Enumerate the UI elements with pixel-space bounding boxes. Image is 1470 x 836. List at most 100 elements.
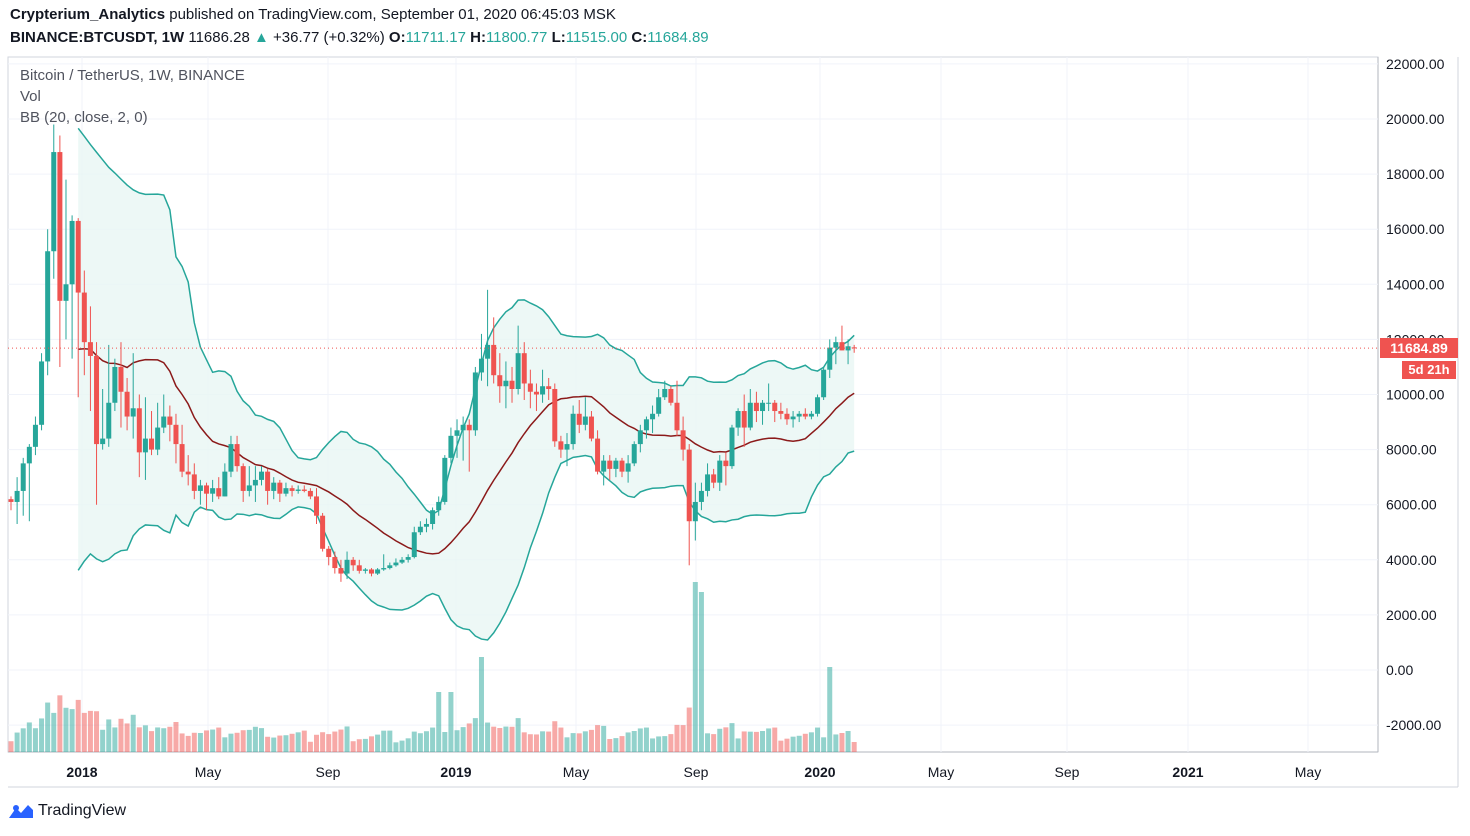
candle-body [381, 568, 387, 570]
candle-body [289, 488, 295, 491]
candle-body [87, 342, 93, 356]
candle-body [692, 501, 698, 522]
volume-bar [747, 731, 753, 752]
x-tick-label: 2020 [804, 764, 835, 780]
volume-bar [717, 728, 723, 752]
candle-body [827, 347, 833, 370]
legend-vol[interactable]: Vol [20, 88, 41, 105]
y-tick-label: 6000.00 [1386, 497, 1437, 513]
volume-bar [332, 731, 338, 752]
volume-bar [216, 727, 222, 752]
candle-body [582, 416, 588, 425]
volume-bar [656, 736, 662, 752]
volume-bar [533, 734, 539, 752]
volume-bar [362, 738, 368, 752]
volume-bar [778, 740, 784, 752]
legend-bb[interactable]: BB (20, close, 2, 0) [20, 109, 148, 126]
last-price-badge: 11684.89 [1380, 338, 1458, 358]
candle-body [375, 569, 381, 574]
candle-body [448, 435, 454, 458]
candle-body [332, 557, 338, 569]
volume-bar [588, 729, 594, 752]
candle-body [344, 559, 350, 574]
candle-body [558, 441, 564, 450]
candle-body [796, 413, 802, 417]
volume-bar [784, 738, 790, 752]
candle-body [595, 438, 601, 472]
volume-bar [411, 731, 417, 752]
volume-bar [698, 592, 704, 752]
volume-bar [821, 737, 827, 752]
candle-body [601, 460, 607, 472]
ohlc-header: BINANCE:BTCUSDT, 1W 11686.28 ▲ +36.77 (+… [10, 29, 709, 46]
volume-bar [57, 695, 63, 752]
y-tick-label: 10000.00 [1386, 387, 1445, 403]
candle-body [625, 463, 631, 472]
volume-bar [540, 731, 546, 752]
candle-body [711, 474, 717, 483]
candle-body [173, 424, 179, 445]
volume-bar [576, 733, 582, 752]
x-tick-label: 2021 [1172, 764, 1203, 780]
volume-bar [729, 723, 735, 752]
tradingview-logo-icon [9, 805, 33, 818]
candle-body [240, 466, 246, 491]
volume-bar [75, 699, 81, 752]
volume-bar [760, 731, 766, 752]
bb-lower-line [77, 450, 855, 641]
footer-brand[interactable]: TradingView [8, 802, 126, 820]
volume-bar [393, 742, 399, 752]
candle-body [69, 220, 75, 285]
candle-body [350, 559, 356, 566]
volume-bar [271, 737, 277, 752]
candle-body [851, 347, 857, 349]
candle-body [301, 489, 307, 491]
candle-body [821, 369, 827, 398]
candle-body [808, 413, 814, 417]
volume-bar [680, 725, 686, 752]
volume-bar [546, 731, 552, 752]
candle-body [790, 416, 796, 420]
volume-bar [790, 736, 796, 752]
candle-body [234, 444, 240, 467]
volume-bar [14, 732, 20, 752]
x-tick-label: 2018 [66, 764, 97, 780]
candle-body [204, 485, 210, 494]
volume-bar [772, 727, 778, 752]
candle-body [149, 438, 155, 450]
volume-bar [491, 726, 497, 752]
publisher-name[interactable]: Crypterium_Analytics [10, 6, 166, 23]
volume-bar [197, 733, 203, 752]
volume-bar [625, 732, 631, 752]
candle-body [839, 342, 845, 351]
volume-bar [375, 734, 381, 752]
candle-body [766, 402, 772, 404]
volume-bar [485, 722, 491, 752]
candle-body [136, 408, 142, 453]
open-label: O: [388, 29, 406, 46]
candle-body [515, 353, 521, 389]
volume-bar [32, 728, 38, 752]
volume-bar [167, 726, 173, 752]
candle-body [588, 416, 594, 439]
volume-bar [344, 726, 350, 752]
volume-bar [454, 730, 460, 752]
footer-brand-text: TradingView [38, 802, 127, 819]
candle-body [637, 430, 643, 445]
candle-body [772, 402, 778, 412]
volume-bar [497, 728, 503, 752]
candle-body [405, 557, 411, 560]
volume-bar [796, 735, 802, 752]
candle-body [57, 152, 63, 301]
candle-body [338, 568, 344, 574]
candle-body [106, 402, 112, 439]
y-tick-label: 20000.00 [1386, 111, 1445, 127]
candle-body [161, 416, 167, 428]
volume-bar [839, 733, 845, 752]
candle-body [295, 489, 301, 491]
change-up-icon: ▲ [253, 29, 269, 46]
volume-bar [87, 710, 93, 752]
volume-bar [515, 718, 521, 752]
volume-bar [368, 736, 374, 752]
